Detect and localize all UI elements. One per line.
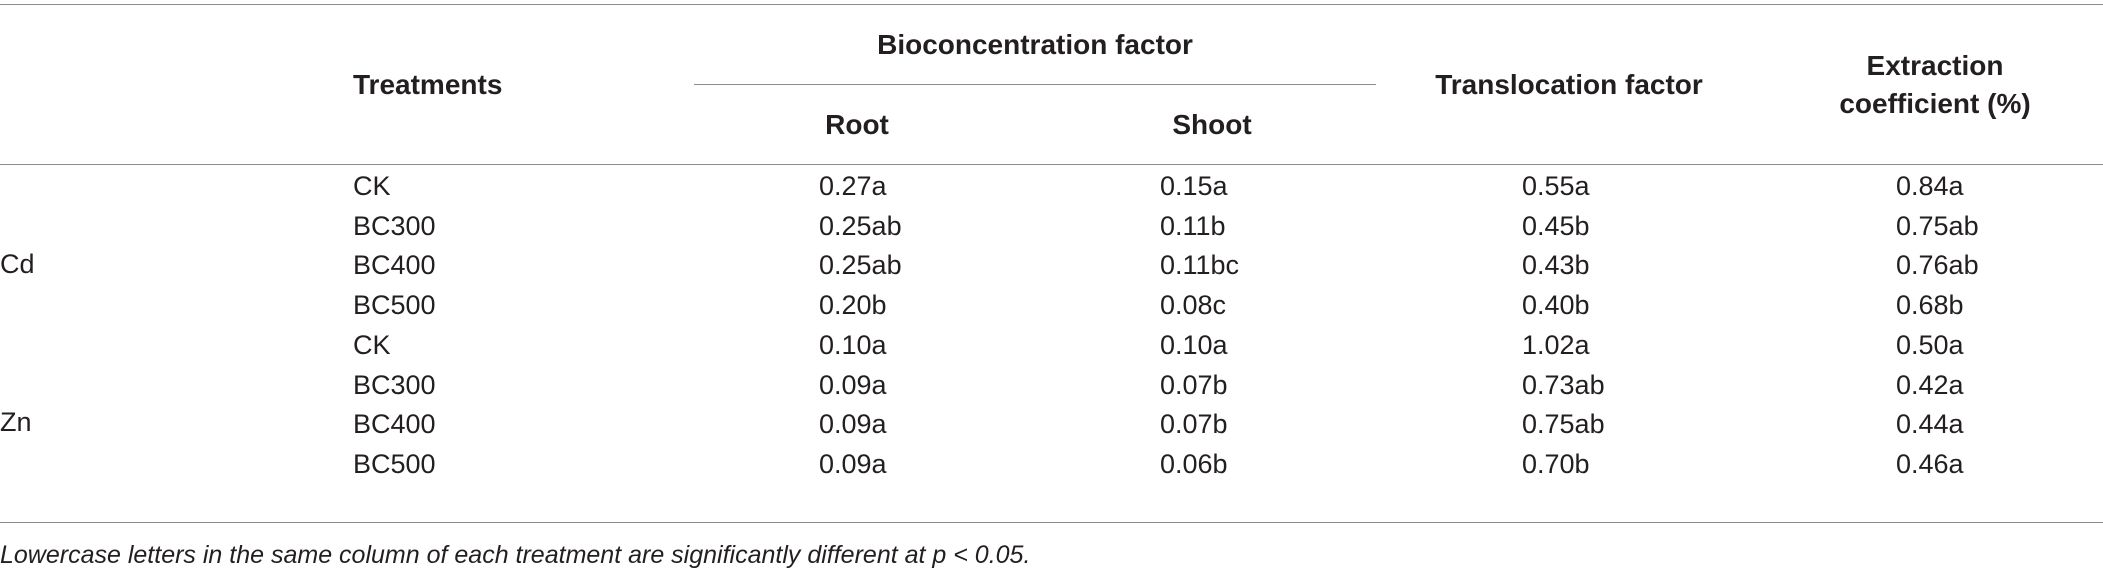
cell-root: 0.27a bbox=[819, 171, 887, 201]
cell-shoot: 0.11b bbox=[1160, 210, 1226, 241]
cell-shoot: 0.10a bbox=[1160, 329, 1228, 360]
cell-root: 0.09a bbox=[819, 409, 887, 440]
cell-extraction: 0.84a bbox=[1896, 171, 1964, 201]
header-translocation-factor: Translocation factor bbox=[1435, 69, 1703, 100]
cell-shoot: 0.15a bbox=[1160, 171, 1228, 201]
cell-root: 0.25ab bbox=[819, 250, 902, 281]
cell-extraction: 0.68b bbox=[1896, 290, 1964, 321]
cell-treatment: BC400 bbox=[353, 250, 436, 281]
cell-extraction: 0.44a bbox=[1896, 409, 1964, 440]
header-root: Root bbox=[825, 109, 889, 140]
cell-shoot: 0.11bc bbox=[1160, 250, 1240, 281]
table-top-rule bbox=[0, 4, 2103, 5]
cell-translocation: 1.02a bbox=[1522, 329, 1590, 360]
cell-treatment: CK bbox=[353, 171, 391, 201]
cell-root: 0.09a bbox=[819, 448, 887, 479]
cell-root: 0.25ab bbox=[819, 210, 902, 241]
cell-extraction: 0.46a bbox=[1896, 448, 1964, 479]
header-treatments: Treatments bbox=[353, 69, 503, 100]
cell-treatment: BC400 bbox=[353, 409, 436, 440]
cell-treatment: BC300 bbox=[353, 369, 436, 400]
cell-root: 0.10a bbox=[819, 329, 887, 360]
cell-shoot: 0.07b bbox=[1160, 369, 1228, 400]
cell-root: 0.20b bbox=[819, 290, 887, 321]
bioconcentration-underline bbox=[694, 84, 1376, 85]
table-bottom-rule bbox=[0, 522, 2103, 523]
cell-translocation: 0.43b bbox=[1522, 250, 1590, 281]
group-label: Cd bbox=[0, 248, 35, 279]
cell-shoot: 0.07b bbox=[1160, 409, 1228, 440]
cell-translocation: 0.40b bbox=[1522, 290, 1590, 321]
table-footnote: Lowercase letters in the same column of … bbox=[0, 541, 1031, 569]
cell-extraction: 0.75ab bbox=[1896, 210, 1979, 241]
header-extraction-line2: coefficient (%) bbox=[1839, 88, 2031, 119]
cell-extraction: 0.42a bbox=[1896, 369, 1964, 400]
header-bottom-rule bbox=[0, 164, 2103, 165]
group-label: Zn bbox=[0, 407, 32, 438]
cell-treatment: BC500 bbox=[353, 448, 436, 479]
cell-translocation: 0.75ab bbox=[1522, 409, 1605, 440]
cell-treatment: BC500 bbox=[353, 290, 436, 321]
cell-translocation: 0.55a bbox=[1522, 171, 1590, 201]
header-bioconcentration-factor: Bioconcentration factor bbox=[877, 29, 1193, 60]
cell-translocation: 0.73ab bbox=[1522, 369, 1605, 400]
header-shoot: Shoot bbox=[1172, 109, 1252, 140]
cell-extraction: 0.50a bbox=[1896, 329, 1964, 360]
cell-shoot: 0.08c bbox=[1160, 290, 1227, 321]
cell-translocation: 0.70b bbox=[1522, 448, 1590, 479]
cell-treatment: BC300 bbox=[353, 210, 436, 241]
cell-translocation: 0.45b bbox=[1522, 210, 1590, 241]
header-extraction-line1: Extraction bbox=[1866, 50, 2004, 81]
cell-shoot: 0.06b bbox=[1160, 448, 1228, 479]
cell-extraction: 0.76ab bbox=[1896, 250, 1979, 281]
cell-treatment: CK bbox=[353, 329, 391, 360]
cell-root: 0.09a bbox=[819, 369, 887, 400]
